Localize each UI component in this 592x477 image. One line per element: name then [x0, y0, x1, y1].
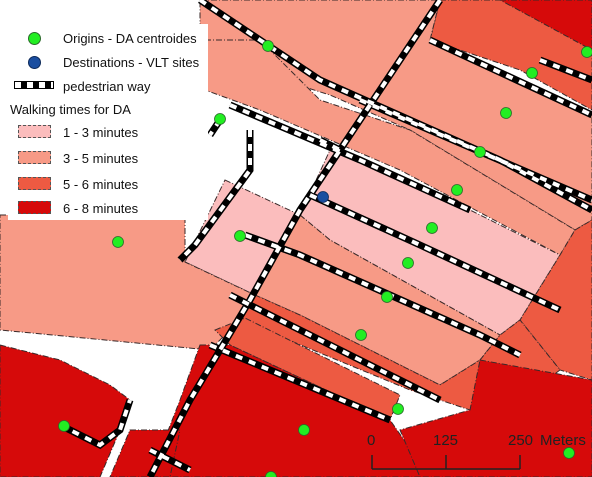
origin-point[interactable]	[526, 67, 538, 79]
legend-class-label: 3 - 5 minutes	[63, 151, 139, 166]
legend-class-4: 6 - 8 minutes	[8, 200, 208, 218]
origin-symbol-icon	[28, 32, 41, 45]
class-swatch-icon	[18, 201, 51, 214]
origins-layer	[58, 40, 592, 477]
origin-point[interactable]	[355, 329, 367, 341]
scale-tick-125: 125	[433, 432, 459, 449]
legend-title: Walking times for DA	[10, 102, 131, 117]
scale-bar: 0 125 250 Meters	[360, 430, 592, 477]
parcel-6-8-min	[0, 344, 131, 477]
legend-destinations-label: Destinations - VLT sites	[63, 55, 200, 70]
origin-point[interactable]	[500, 107, 512, 119]
parcel-6-8-min	[149, 344, 431, 477]
scale-bar-lines	[371, 455, 521, 470]
origin-point[interactable]	[298, 424, 310, 436]
origin-point[interactable]	[581, 46, 592, 58]
parcel-6-8-min	[109, 429, 181, 477]
origin-point[interactable]	[265, 471, 277, 477]
origin-point[interactable]	[214, 113, 226, 125]
origin-point[interactable]	[451, 184, 463, 196]
class-swatch-icon	[18, 151, 51, 164]
legend-class-label: 1 - 3 minutes	[63, 125, 139, 140]
legend-class-2: 3 - 5 minutes	[8, 150, 208, 168]
origin-point[interactable]	[402, 257, 414, 269]
destination-vlt-site[interactable]	[317, 191, 329, 203]
map-legend: Origins - DA centroides Destinations - V…	[8, 24, 208, 220]
origin-point[interactable]	[563, 447, 575, 459]
scale-tick-0: 0	[367, 432, 376, 449]
legend-class-1: 1 - 3 minutes	[8, 124, 208, 142]
legend-origins-label: Origins - DA centroides	[63, 31, 197, 46]
origin-point[interactable]	[234, 230, 246, 242]
pedestrian-way-symbol-icon	[14, 81, 54, 89]
parcel-6-8-min	[399, 359, 592, 477]
origin-point[interactable]	[58, 420, 70, 432]
origin-point[interactable]	[392, 403, 404, 415]
origin-point[interactable]	[474, 146, 486, 158]
pedestrian-way-layer	[58, 0, 592, 477]
legend-destinations: Destinations - VLT sites	[8, 54, 208, 72]
origin-point[interactable]	[426, 222, 438, 234]
destination-symbol-icon	[28, 56, 41, 69]
legend-class-3: 5 - 6 minutes	[8, 176, 208, 194]
origin-point[interactable]	[381, 291, 393, 303]
origin-point[interactable]	[262, 40, 274, 52]
origin-point[interactable]	[112, 236, 124, 248]
legend-pedestrian-label: pedestrian way	[63, 79, 151, 94]
class-swatch-icon	[18, 177, 51, 190]
legend-class-label: 5 - 6 minutes	[63, 177, 139, 192]
scale-tick-250: 250	[508, 432, 534, 449]
class-swatch-icon	[18, 125, 51, 138]
scale-unit: Meters	[540, 432, 586, 449]
legend-origins: Origins - DA centroides	[8, 30, 208, 48]
legend-pedestrian: pedestrian way	[8, 78, 208, 96]
legend-class-label: 6 - 8 minutes	[63, 201, 139, 216]
